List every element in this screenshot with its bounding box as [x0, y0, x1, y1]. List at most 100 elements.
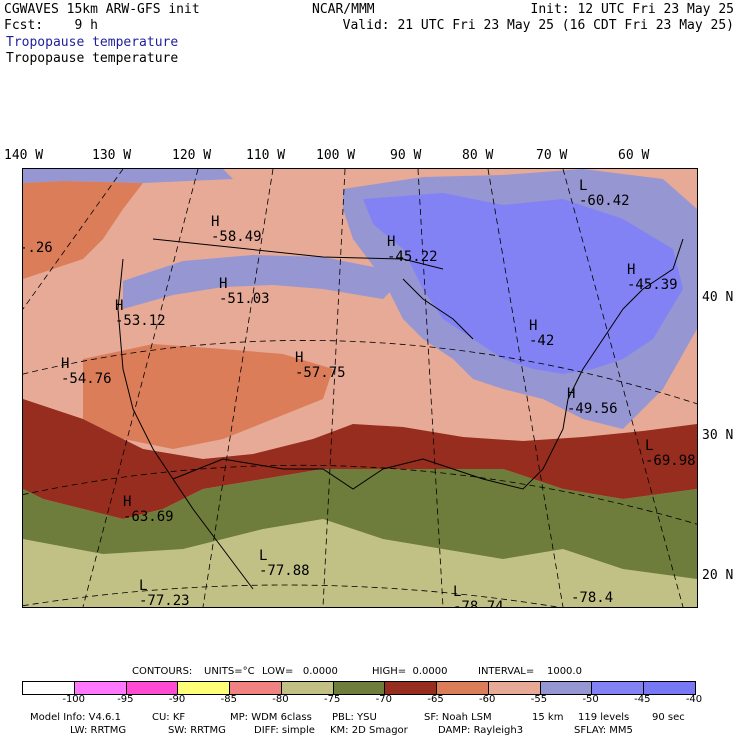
center-label: H -45.39 — [627, 262, 678, 293]
legend-tick-label: -95 — [117, 694, 134, 705]
region-minus50-central — [123, 255, 403, 309]
legend-tick-label: -90 — [168, 694, 186, 705]
legend-swatch — [74, 682, 127, 694]
lon-label-100w: 100 W — [316, 148, 356, 163]
lon-line-130w — [23, 169, 124, 310]
footer-resolution: 15 km — [532, 712, 564, 723]
center-label: L -60.42 — [579, 178, 630, 209]
footer-damp: DAMP: Rayleigh3 — [438, 725, 524, 736]
legend-tick-label: -45 — [634, 694, 651, 705]
great-lakes — [402, 278, 474, 340]
center-label: -78.4 — [571, 590, 614, 606]
legend-tick-label: -55 — [530, 694, 548, 705]
gulf-atlantic-coast — [452, 308, 624, 490]
footer-pbl: PBL: YSU — [332, 712, 377, 723]
footer-km: KM: 2D Smagor — [330, 725, 408, 736]
footer-sw: SW: RRTMG — [168, 725, 226, 736]
legend-swatch — [126, 682, 179, 694]
footer-sflay: SFLAY: MM5 — [574, 725, 633, 736]
footer-levels: 119 levels — [578, 712, 630, 723]
region-minus75-south — [23, 519, 697, 607]
legend-swatch — [230, 682, 282, 694]
footer-mp: MP: WDM 6class — [230, 712, 312, 723]
legend-tick-label: -85 — [220, 694, 237, 705]
contours-interval: INTERVAL= 1000.0 — [478, 666, 582, 677]
legend-tick-label: -100 — [62, 694, 86, 705]
legend-swatch — [592, 682, 645, 694]
center-label: L -78.74 — [453, 584, 504, 608]
legend-swatch — [540, 682, 593, 694]
footer-diff: DIFF: simple — [254, 725, 315, 736]
field-name-secondary: Tropopause temperature — [6, 51, 179, 66]
lon-label-110w: 110 W — [246, 148, 286, 163]
legend-swatch — [385, 682, 438, 694]
organization: NCAR/MMM — [312, 2, 375, 17]
map-frame: H -58.49 H -51.03 H -53.12 H -54.76 H -57.75 … — [22, 168, 698, 608]
legend-swatch — [333, 682, 386, 694]
footer-sf: SF: Noah LSM — [424, 712, 492, 723]
center-label: H -54.76 — [61, 356, 112, 387]
lat-label-30n: 30 N — [702, 428, 734, 443]
legend-tick-label: -65 — [427, 694, 444, 705]
lat-line-40n — [23, 340, 697, 405]
legend-tick-label: -60 — [479, 694, 496, 705]
lon-label-140w: 140 W — [4, 148, 44, 163]
model-title: CGWAVES 15km ARW-GFS init — [4, 2, 200, 17]
region-minus50-nw — [23, 169, 233, 183]
legend-tick-label: -50 — [582, 694, 599, 705]
lat-label-20n: 20 N — [702, 568, 734, 583]
mexico-border — [172, 458, 454, 490]
lat-line-20n — [23, 584, 560, 607]
forecast-hour: Fcst: 9 h — [4, 18, 98, 33]
region-minus45-east — [363, 193, 683, 374]
legend-tick-label: -80 — [272, 694, 289, 705]
lon-line-90w — [417, 169, 444, 607]
contours-high: HIGH= 0.0000 — [372, 666, 448, 677]
region-minus65-band — [23, 399, 697, 519]
lon-label-120w: 120 W — [172, 148, 212, 163]
center-label: H -42 — [529, 318, 555, 349]
center-label: H -58.49 — [211, 214, 262, 245]
footer-cu: CU: KF — [152, 712, 186, 723]
contours-units: UNITS=°C — [204, 666, 255, 677]
lon-label-60w: 60 W — [618, 148, 650, 163]
contours-low: LOW= 0.0000 — [262, 666, 338, 677]
lon-label-90w: 90 W — [390, 148, 422, 163]
legend-swatch — [23, 682, 75, 694]
lon-line-70w — [562, 169, 684, 607]
legend-tick-label: -70 — [375, 694, 393, 705]
coastlines — [117, 238, 684, 590]
lon-label-70w: 70 W — [536, 148, 568, 163]
lon-line-80w — [487, 169, 564, 607]
color-legend — [22, 681, 696, 695]
legend-swatch — [437, 682, 489, 694]
center-label: L -77.88 — [259, 548, 310, 579]
footer-lw: LW: RRTMG — [70, 725, 127, 736]
legend-swatch — [644, 682, 695, 694]
lon-label-130w: 130 W — [92, 148, 132, 163]
tropopause-temperature-map — [23, 169, 697, 607]
center-label: H -63.69 — [123, 494, 174, 525]
west-coast — [117, 258, 254, 590]
center-label: H -53.12 — [115, 298, 166, 329]
center-label: -.26 — [22, 240, 53, 256]
legend-swatch — [281, 682, 334, 694]
northeast-coast — [622, 238, 684, 310]
lon-line-110w — [202, 169, 274, 607]
lat-label-40n: 40 N — [702, 290, 734, 305]
center-label: H -51.03 — [219, 276, 270, 307]
legend-tick-label: -40 — [685, 694, 703, 705]
footer-timestep: 90 sec — [652, 712, 685, 723]
center-label: H -49.56 — [567, 386, 618, 417]
center-label: H -57.75 — [295, 350, 346, 381]
lon-label-80w: 80 W — [462, 148, 494, 163]
region-minus60-central — [83, 344, 333, 449]
center-label: L -77.23 — [139, 578, 190, 608]
contours-label: CONTOURS: — [132, 666, 193, 677]
valid-time: Valid: 21 UTC Fri 23 May 25 (16 CDT Fri … — [342, 18, 734, 33]
center-label: H -45.22 — [387, 234, 438, 265]
canada-border — [152, 238, 444, 270]
field-name-primary: Tropopause temperature — [6, 35, 179, 50]
region-minus60-nw — [23, 181, 143, 279]
legend-tick-label: -75 — [323, 694, 341, 705]
